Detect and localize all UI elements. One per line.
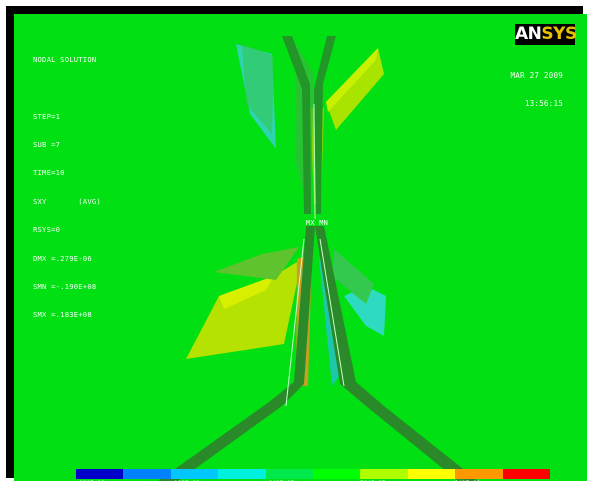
lower-right-green-wedge	[332, 249, 374, 304]
logo-text-tail: SYS	[541, 24, 577, 44]
legend-swatch-10	[502, 469, 551, 479]
lower-right-edge-highlight	[319, 238, 345, 387]
info-smn: SMN =-.190E+08	[33, 282, 97, 292]
lower-left-arm	[158, 226, 315, 481]
legend-swatch-1	[76, 469, 124, 479]
info-rsys: RSYS=0	[33, 225, 61, 235]
upper-right-yellow-inner	[326, 48, 378, 112]
upper-edge-highlight	[313, 103, 316, 220]
info-title: NODAL SOLUTION	[33, 54, 97, 64]
timestamp-time: 13:56:15	[524, 99, 563, 109]
legend-swatch-9	[455, 469, 503, 479]
legend-label-top-4: .584E+07	[356, 480, 385, 481]
legend-swatch-5	[265, 469, 314, 479]
timestamp-date: MAR 27 2009	[510, 70, 563, 80]
upper-left-arm	[282, 36, 311, 214]
max-min-marker: MX MN	[306, 219, 329, 227]
info-sub: SUB =7	[33, 140, 61, 150]
upper-right-yellow-wedge	[326, 48, 384, 130]
lower-left-yellow-light	[219, 276, 274, 309]
lower-left-green-wedge	[214, 247, 299, 280]
lower-left-edge-highlight	[285, 238, 305, 407]
legend-label-top-2: -.108E+08	[167, 480, 200, 481]
info-smx: SMX =.183E+08	[33, 310, 92, 320]
ansys-logo: ANSYS	[515, 24, 577, 45]
legend-swatch-6	[313, 469, 361, 479]
upper-left-green-shade	[242, 44, 274, 134]
legend-swatch-7	[360, 469, 408, 479]
info-spacer	[33, 83, 101, 93]
graphics-viewport[interactable]: ANSYS NODAL SOLUTION STEP=1 SUB =7 TIME=…	[14, 14, 587, 481]
legend-swatch-2	[123, 469, 171, 479]
lower-right-cyan-wedge	[344, 286, 386, 336]
info-step: STEP=1	[33, 111, 61, 121]
legend-label-top-1: -.190E+08	[72, 480, 105, 481]
graphics-window-frame: ANSYS NODAL SOLUTION STEP=1 SUB =7 TIME=…	[6, 6, 587, 481]
contour-plot	[14, 14, 587, 481]
legend-label-top-3: -.248E+07	[262, 480, 295, 481]
legend-swatch-4	[218, 469, 266, 479]
info-component: SXY (AVG)	[33, 196, 101, 206]
upper-right-arm	[314, 36, 336, 214]
info-dmx: DMX =.279E-06	[33, 253, 92, 263]
legend-label-top-5: .141E+08	[451, 480, 480, 481]
logo-text-main: AN	[515, 24, 542, 44]
timestamp-block: MAR 27 2009 13:56:15	[511, 52, 564, 127]
info-time: TIME=10	[33, 168, 65, 178]
lower-left-yellow-wedge	[186, 259, 302, 359]
legend-swatch-8	[407, 469, 456, 479]
lower-right-arm	[315, 226, 479, 481]
solution-info-block: NODAL SOLUTION STEP=1 SUB =7 TIME=10 SXY…	[33, 36, 101, 339]
contour-legend-bar	[76, 469, 551, 479]
legend-swatch-3	[170, 469, 219, 479]
